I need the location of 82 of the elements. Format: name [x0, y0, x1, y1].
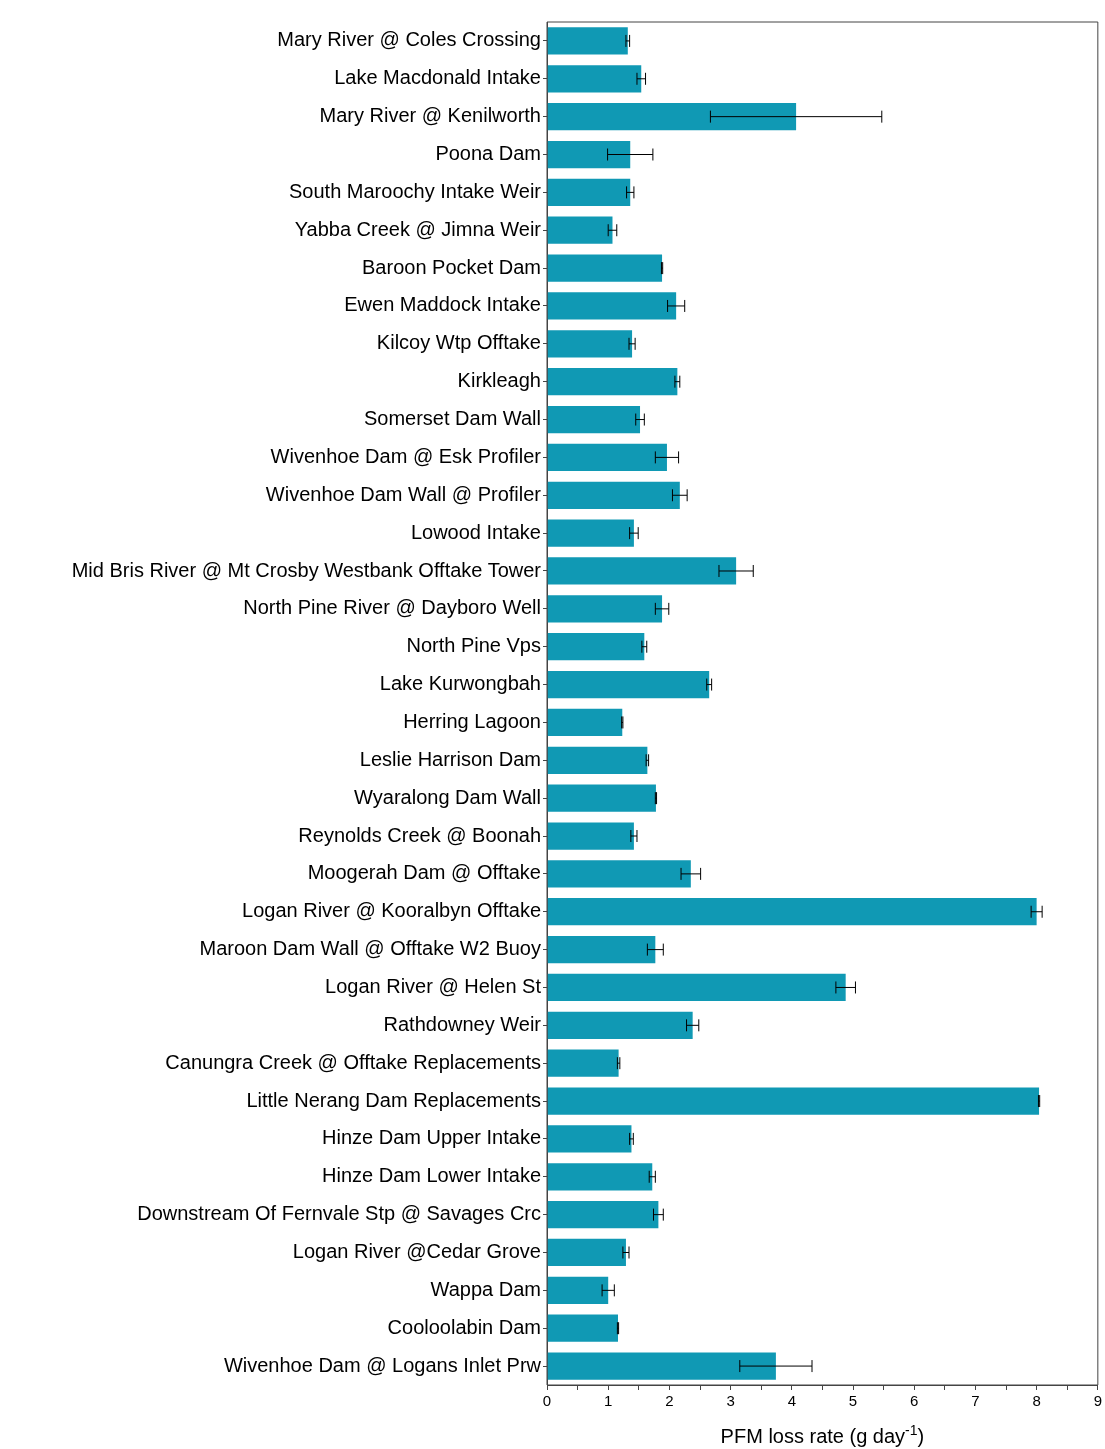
- bar: [547, 822, 634, 850]
- bar: [547, 1087, 1040, 1115]
- bar: [547, 368, 678, 396]
- bar: [547, 292, 677, 320]
- y-tick-label: Somerset Dam Wall: [363, 407, 541, 430]
- bar: [547, 595, 663, 623]
- bar: [547, 670, 710, 699]
- bar: [547, 898, 1037, 926]
- y-tick-label: Herring Lagoon: [403, 709, 541, 732]
- y-tick-label: Canungra Creek @ Offtake Replacements: [165, 1050, 541, 1073]
- y-tick-label: Logan River @ Kooralbyn Offtake: [242, 899, 541, 922]
- bar: [547, 708, 623, 737]
- x-tick-label: 0: [542, 1392, 552, 1410]
- y-tick-label: Reynolds Creek @ Boonah: [298, 823, 541, 846]
- bar: [547, 746, 648, 774]
- bar: [547, 330, 633, 358]
- bar: [547, 935, 656, 964]
- bar: [547, 557, 737, 585]
- y-tick-label: Wivenhoe Dam @ Esk Profiler: [270, 444, 542, 467]
- y-tick-label: Poona Dam: [435, 142, 541, 165]
- y-tick-label: Baroon Pocket Dam: [362, 255, 541, 278]
- y-tick-label: Wivenhoe Dam Wall @ Profiler: [265, 482, 542, 505]
- x-tick-label: 7: [971, 1392, 980, 1410]
- y-tick-label: North Pine Vps: [406, 634, 541, 657]
- y-tick-label: Rathdowney Weir: [383, 1012, 542, 1035]
- x-tick-label: 3: [726, 1392, 735, 1410]
- bar: [547, 1238, 626, 1267]
- bar: [547, 216, 613, 244]
- y-tick-label: Maroon Dam Wall @ Offtake W2 Buoy: [199, 937, 541, 960]
- bar: [547, 1011, 693, 1039]
- y-tick-label: Hinze Dam Lower Intake: [322, 1164, 541, 1187]
- bar: [547, 1163, 653, 1191]
- y-tick-label: Lake Macdonald Intake: [334, 66, 541, 89]
- y-tick-label: North Pine River @ Dayboro Well: [243, 596, 541, 619]
- x-tick-label: 6: [910, 1392, 919, 1410]
- y-tick-label: Hinze Dam Upper Intake: [322, 1126, 541, 1149]
- bar: [547, 1125, 632, 1153]
- bar: [547, 27, 628, 55]
- y-tick-label: Lowood Intake: [410, 520, 541, 543]
- bar: [547, 860, 691, 888]
- y-tick-label: Kirkleagh: [457, 369, 541, 392]
- bar: [547, 65, 642, 93]
- y-tick-label: Logan River @Cedar Grove: [292, 1240, 541, 1262]
- y-tick-label: Mary River @ Coles Crossing: [277, 28, 541, 51]
- bar: [547, 405, 641, 434]
- y-tick-label: Yabba Creek @ Jimna Weir: [294, 217, 542, 240]
- bar: [547, 973, 846, 1002]
- bar: [547, 519, 634, 547]
- bar: [547, 1352, 776, 1380]
- bar: [547, 1049, 619, 1077]
- bar: [547, 103, 797, 131]
- y-tick-label: South Maroochy Intake Weir: [289, 179, 542, 202]
- x-tick-label: 1: [604, 1392, 613, 1410]
- y-tick-label: Kilcoy Wtp Offtake: [376, 331, 541, 354]
- x-tick-label: 8: [1032, 1392, 1041, 1410]
- y-tick-label: Ewen Maddock Intake: [344, 293, 541, 316]
- y-tick-label: Cooloolabin Dam: [387, 1315, 541, 1338]
- bar: [547, 1276, 609, 1304]
- x-tick-label: 5: [848, 1392, 858, 1410]
- bar: [547, 1200, 659, 1229]
- y-tick-label: Mid Bris River @ Mt Crosby Westbank Offtake Tower: [71, 558, 542, 581]
- bar: [547, 140, 631, 169]
- y-tick-label: Wivenhoe Dam @ Logans Inlet Prw: [223, 1353, 542, 1376]
- y-tick-label: Wappa Dam: [430, 1277, 541, 1300]
- bar: [547, 784, 656, 812]
- y-tick-label: Leslie Harrison Dam: [359, 747, 541, 770]
- bar: [547, 481, 680, 509]
- y-tick-label: Wyaralong Dam Wall: [354, 785, 541, 808]
- y-tick-label: Little Nerang Dam Replacements: [246, 1088, 541, 1111]
- bar: [547, 1314, 618, 1342]
- y-tick-label: Lake Kurwongbah: [379, 672, 541, 695]
- y-tick-label: Moogerah Dam @ Offtake: [307, 861, 541, 884]
- bar: [547, 254, 663, 282]
- y-tick-label: Mary River @ Kenilworth: [319, 104, 541, 127]
- bar: [547, 178, 631, 207]
- bar: [547, 443, 667, 472]
- y-tick-label: Downstream Of Fernvale Stp @ Savages Crc: [137, 1202, 541, 1225]
- y-tick-label: Logan River @ Helen St: [325, 974, 542, 997]
- bar: [547, 633, 645, 661]
- x-tick-label: 2: [665, 1392, 674, 1410]
- x-tick-label: 9: [1093, 1392, 1102, 1410]
- x-tick-label: 4: [787, 1392, 796, 1410]
